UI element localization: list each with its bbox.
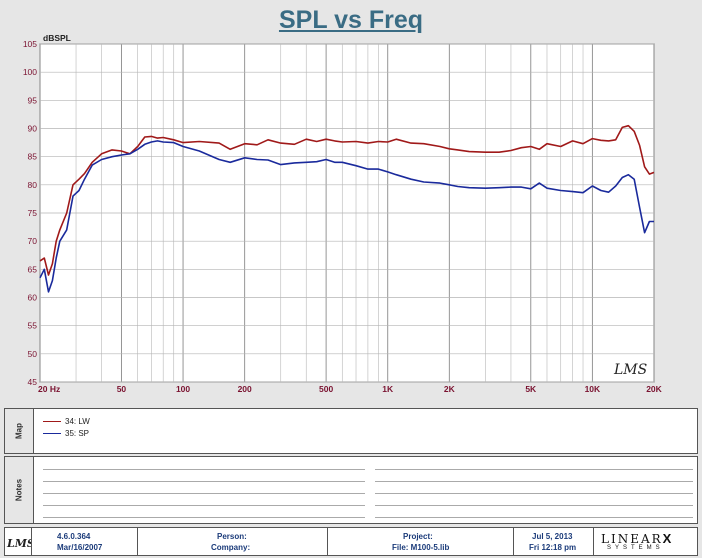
y-tick-label-80: 80 [28,180,38,190]
series-line-sp [39,140,654,293]
x-tick-label-200: 200 [238,384,252,394]
note-line-3-1 [375,505,693,506]
footer: LMS 4.6.0.364 Mar/16/2007 Person: Compan… [4,527,698,556]
x-tick-label-50: 50 [117,384,127,394]
y-tick-label-70: 70 [28,236,38,246]
note-line-1-0 [43,481,365,482]
y-tick-label-90: 90 [28,124,38,134]
person-label: Person: [217,532,247,541]
note-line-1-1 [375,481,693,482]
legend-item-lw: 34: LW [43,417,90,426]
series-group [39,124,655,293]
notes-side-label: Notes [5,457,34,523]
y-tick-label-85: 85 [28,152,38,162]
chart-title: SPL vs Freq [278,6,424,34]
y-tick-label-95: 95 [28,95,38,105]
footer-time: Fri 12:18 pm [529,543,577,552]
lms-logo-icon: LMS [613,362,647,378]
map-side-label: Map [5,409,34,453]
version-date: Mar/16/2007 [57,543,103,552]
file-label: File: M100-5.lib [392,543,450,552]
note-line-4-1 [375,517,693,518]
x-tick-label-100: 100 [176,384,190,394]
y-tick-label-60: 60 [28,293,38,303]
note-line-0-1 [375,469,693,470]
x-tick-label-20000: 20K [646,384,662,394]
x-tick-label-1000: 1K [382,384,394,394]
linearx-wordmark: LINEARX [601,531,674,546]
note-line-4-0 [43,517,365,518]
x-tick-label-500: 500 [319,384,333,394]
x-tick-labels: 20 Hz 50 100 200 500 1K 2K 5K 10K 20K [38,384,663,394]
series-line-lw [39,124,655,276]
grid [39,43,655,383]
version-number: 4.6.0.364 [57,532,91,541]
y-tick-label-75: 75 [28,208,38,218]
note-line-2-0 [43,493,365,494]
project-label: Project: [403,532,433,541]
legend-swatch-sp [43,433,61,435]
y-tick-label-55: 55 [28,321,38,331]
footer-version-cell: 4.6.0.364 Mar/16/2007 [31,528,138,555]
legend-item-sp: 35: SP [43,429,89,438]
footer-project-cell: Project: File: M100-5.lib [327,528,514,555]
note-line-3-0 [43,505,365,506]
linearx-logo: LINEARX SYSTEMS [593,528,697,555]
linearx-subtitle: SYSTEMS [607,545,664,551]
footer-date: Jul 5, 2013 [532,532,573,541]
y-unit-label: dBSPL [43,33,71,43]
legend-swatch-lw [43,421,61,423]
x-tick-label-10000: 10K [585,384,601,394]
map-panel: Map 34: LW 35: SP [4,408,698,454]
svg-text:LMS: LMS [6,537,31,550]
x-tick-label-20: 20 Hz [38,384,60,394]
notes-panel: Notes [4,456,698,524]
y-tick-label-105: 105 [23,39,37,49]
y-tick-labels: 45 50 55 60 65 70 75 80 85 90 95 100 105 [23,39,37,387]
x-tick-label-2000: 2K [444,384,456,394]
note-line-0-0 [43,469,365,470]
y-tick-label-45: 45 [28,377,38,387]
y-tick-label-100: 100 [23,67,37,77]
y-tick-label-65: 65 [28,264,38,274]
footer-person-cell: Person: Company: [137,528,328,555]
lms-small-logo-icon: LMS [6,537,35,550]
x-tick-label-5000: 5K [525,384,537,394]
y-tick-label-50: 50 [28,349,38,359]
svg-text:LMS: LMS [613,362,647,378]
note-line-2-1 [375,493,693,494]
footer-date-cell: Jul 5, 2013 Fri 12:18 pm [513,528,594,555]
company-label: Company: [211,543,251,552]
footer-logo-cell: LMS [5,528,35,555]
